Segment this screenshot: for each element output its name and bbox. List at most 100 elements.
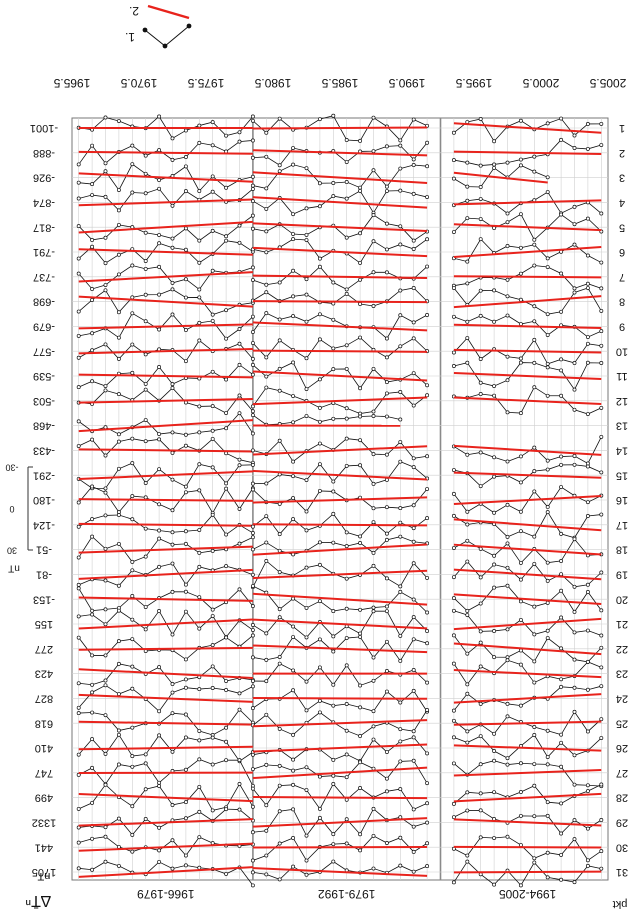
data-point — [532, 561, 537, 566]
data-point — [371, 678, 376, 683]
data-point — [291, 624, 296, 629]
data-series-line — [252, 337, 428, 359]
data-point — [130, 617, 135, 622]
data-point — [358, 260, 363, 265]
data-point — [451, 718, 456, 723]
data-point — [170, 157, 175, 162]
data-series-line — [453, 560, 602, 588]
year-tick-label: 1990.5 — [388, 76, 425, 90]
data-point — [492, 474, 497, 479]
data-point — [317, 562, 322, 567]
data-point — [210, 428, 215, 433]
data-point — [358, 534, 363, 539]
data-point — [545, 755, 550, 759]
data-point — [411, 735, 416, 740]
data-point — [277, 841, 282, 846]
data-point — [250, 481, 255, 486]
data-point — [384, 189, 389, 193]
data-point — [250, 372, 255, 377]
data-point — [183, 529, 188, 534]
data-point — [103, 283, 108, 288]
data-point — [478, 575, 483, 580]
data-point — [130, 370, 135, 375]
data-series-line — [252, 610, 428, 638]
data-series-line — [453, 734, 602, 759]
data-point — [143, 526, 148, 531]
data-point — [518, 297, 523, 302]
data-point — [317, 377, 322, 382]
data-point — [224, 739, 229, 744]
data-point — [291, 394, 296, 398]
data-point — [224, 687, 229, 692]
data-point — [465, 538, 470, 543]
data-point — [90, 244, 95, 249]
data-point — [237, 411, 242, 416]
data-point — [585, 412, 590, 416]
data-point — [264, 481, 269, 486]
data-point — [317, 774, 322, 779]
data-point — [331, 832, 336, 837]
data-series-line — [453, 711, 602, 736]
data-point — [451, 801, 456, 806]
data-point — [478, 762, 483, 767]
trend-line — [78, 522, 253, 527]
data-point — [398, 138, 403, 143]
data-point — [210, 762, 215, 767]
trend-line — [453, 150, 602, 155]
data-point — [224, 532, 229, 537]
data-point — [90, 690, 95, 695]
data-point — [599, 570, 604, 575]
data-point — [224, 486, 229, 491]
trend-line — [453, 818, 602, 827]
data-series-line — [252, 312, 428, 340]
data-point — [210, 643, 215, 648]
data-point — [599, 782, 604, 787]
period-label: 1966-1979 — [137, 887, 195, 901]
data-point — [411, 729, 416, 734]
data-point — [425, 164, 430, 169]
data-point — [90, 143, 95, 148]
data-point — [331, 317, 336, 322]
data-point — [197, 123, 202, 128]
data-point — [291, 474, 296, 479]
data-series-line — [453, 362, 602, 391]
data-point — [585, 590, 590, 594]
data-point — [130, 162, 135, 167]
data-point — [559, 116, 564, 121]
data-point — [545, 510, 550, 515]
data-point — [559, 740, 564, 745]
data-point — [398, 242, 403, 247]
trend-line — [252, 370, 428, 382]
trend-line — [453, 444, 602, 456]
data-point — [183, 853, 188, 858]
data-point — [250, 356, 255, 361]
data-point — [572, 290, 577, 295]
data-point — [277, 338, 282, 343]
data-point — [425, 751, 430, 756]
data-point — [572, 584, 577, 589]
data-point — [264, 540, 269, 545]
trend-line — [78, 498, 253, 502]
data-point — [411, 869, 416, 874]
data-point — [545, 728, 550, 733]
data-point — [411, 539, 416, 544]
data-point — [545, 800, 550, 805]
data-point — [599, 286, 604, 291]
data-point — [344, 841, 349, 846]
trend-line — [453, 870, 602, 874]
trend-line — [252, 543, 428, 556]
data-point — [465, 608, 470, 613]
data-point — [599, 645, 604, 650]
data-point — [130, 754, 135, 759]
data-point — [559, 531, 564, 536]
data-point — [398, 143, 403, 148]
data-series-line — [252, 190, 428, 215]
data-point — [197, 338, 202, 343]
data-point — [264, 712, 269, 717]
data-point — [492, 758, 497, 763]
data-point — [264, 385, 269, 390]
data-point — [197, 738, 202, 743]
data-point — [585, 582, 590, 587]
data-point — [143, 627, 148, 632]
data-point — [344, 775, 349, 780]
